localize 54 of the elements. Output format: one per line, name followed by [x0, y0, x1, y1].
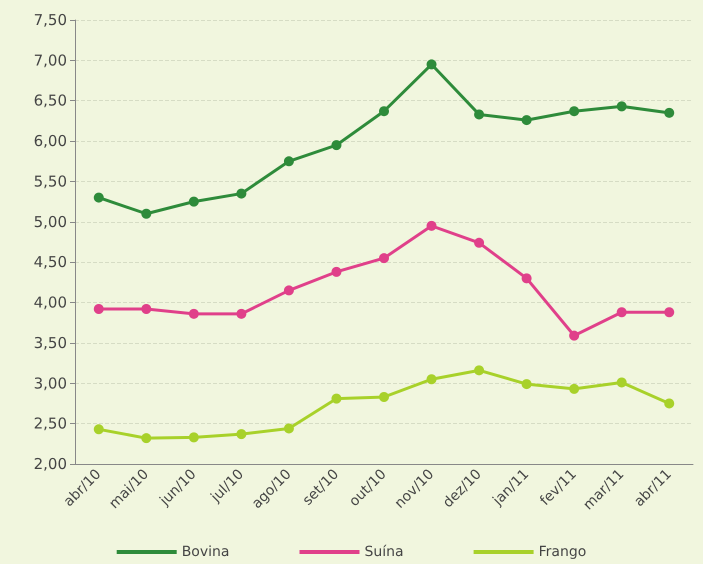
point: [284, 285, 294, 296]
point: [379, 392, 389, 402]
y-tick-label: 2,50: [34, 414, 67, 433]
point: [236, 429, 246, 440]
y-tick-label: 4,00: [34, 294, 67, 312]
point: [616, 377, 627, 388]
y-tick-label: 4,50: [34, 253, 67, 272]
y-tick-label: 3,50: [34, 334, 67, 352]
point: [664, 307, 674, 318]
point: [616, 101, 627, 112]
y-tick-label: 6,50: [34, 92, 67, 110]
point: [188, 308, 199, 319]
point: [141, 433, 152, 444]
point: [284, 423, 294, 434]
point: [379, 253, 389, 264]
point: [569, 330, 580, 341]
point: [522, 115, 532, 126]
point: [474, 109, 484, 120]
point: [188, 196, 199, 207]
legend-label: Frango: [538, 544, 586, 560]
legend-label: Suína: [364, 544, 404, 560]
point: [331, 394, 342, 404]
point: [426, 220, 437, 231]
point: [236, 308, 246, 319]
point: [188, 432, 199, 442]
point: [522, 273, 532, 284]
point: [522, 379, 532, 390]
point: [331, 266, 342, 277]
point: [379, 106, 389, 116]
point: [236, 188, 246, 199]
point: [664, 108, 674, 118]
y-tick-label: 5,50: [34, 172, 67, 190]
point: [474, 365, 484, 376]
point: [94, 192, 104, 203]
legend-label: Bovina: [182, 544, 230, 560]
point: [284, 156, 294, 166]
point: [569, 106, 580, 116]
point: [94, 304, 104, 314]
y-tick-label: 7,00: [34, 51, 67, 70]
point: [569, 384, 580, 394]
point: [426, 374, 437, 384]
point: [94, 424, 104, 434]
y-tick-label: 3,00: [34, 374, 67, 392]
y-tick-label: 2,00: [34, 455, 67, 473]
point: [616, 307, 627, 318]
y-tick-label: 7,50: [34, 11, 67, 29]
point: [141, 304, 152, 314]
point: [474, 238, 484, 248]
y-tick-label: 5,00: [34, 212, 67, 231]
point: [426, 59, 437, 70]
point: [664, 398, 674, 408]
point: [331, 140, 342, 150]
point: [141, 208, 152, 219]
y-tick-label: 6,00: [34, 132, 67, 150]
